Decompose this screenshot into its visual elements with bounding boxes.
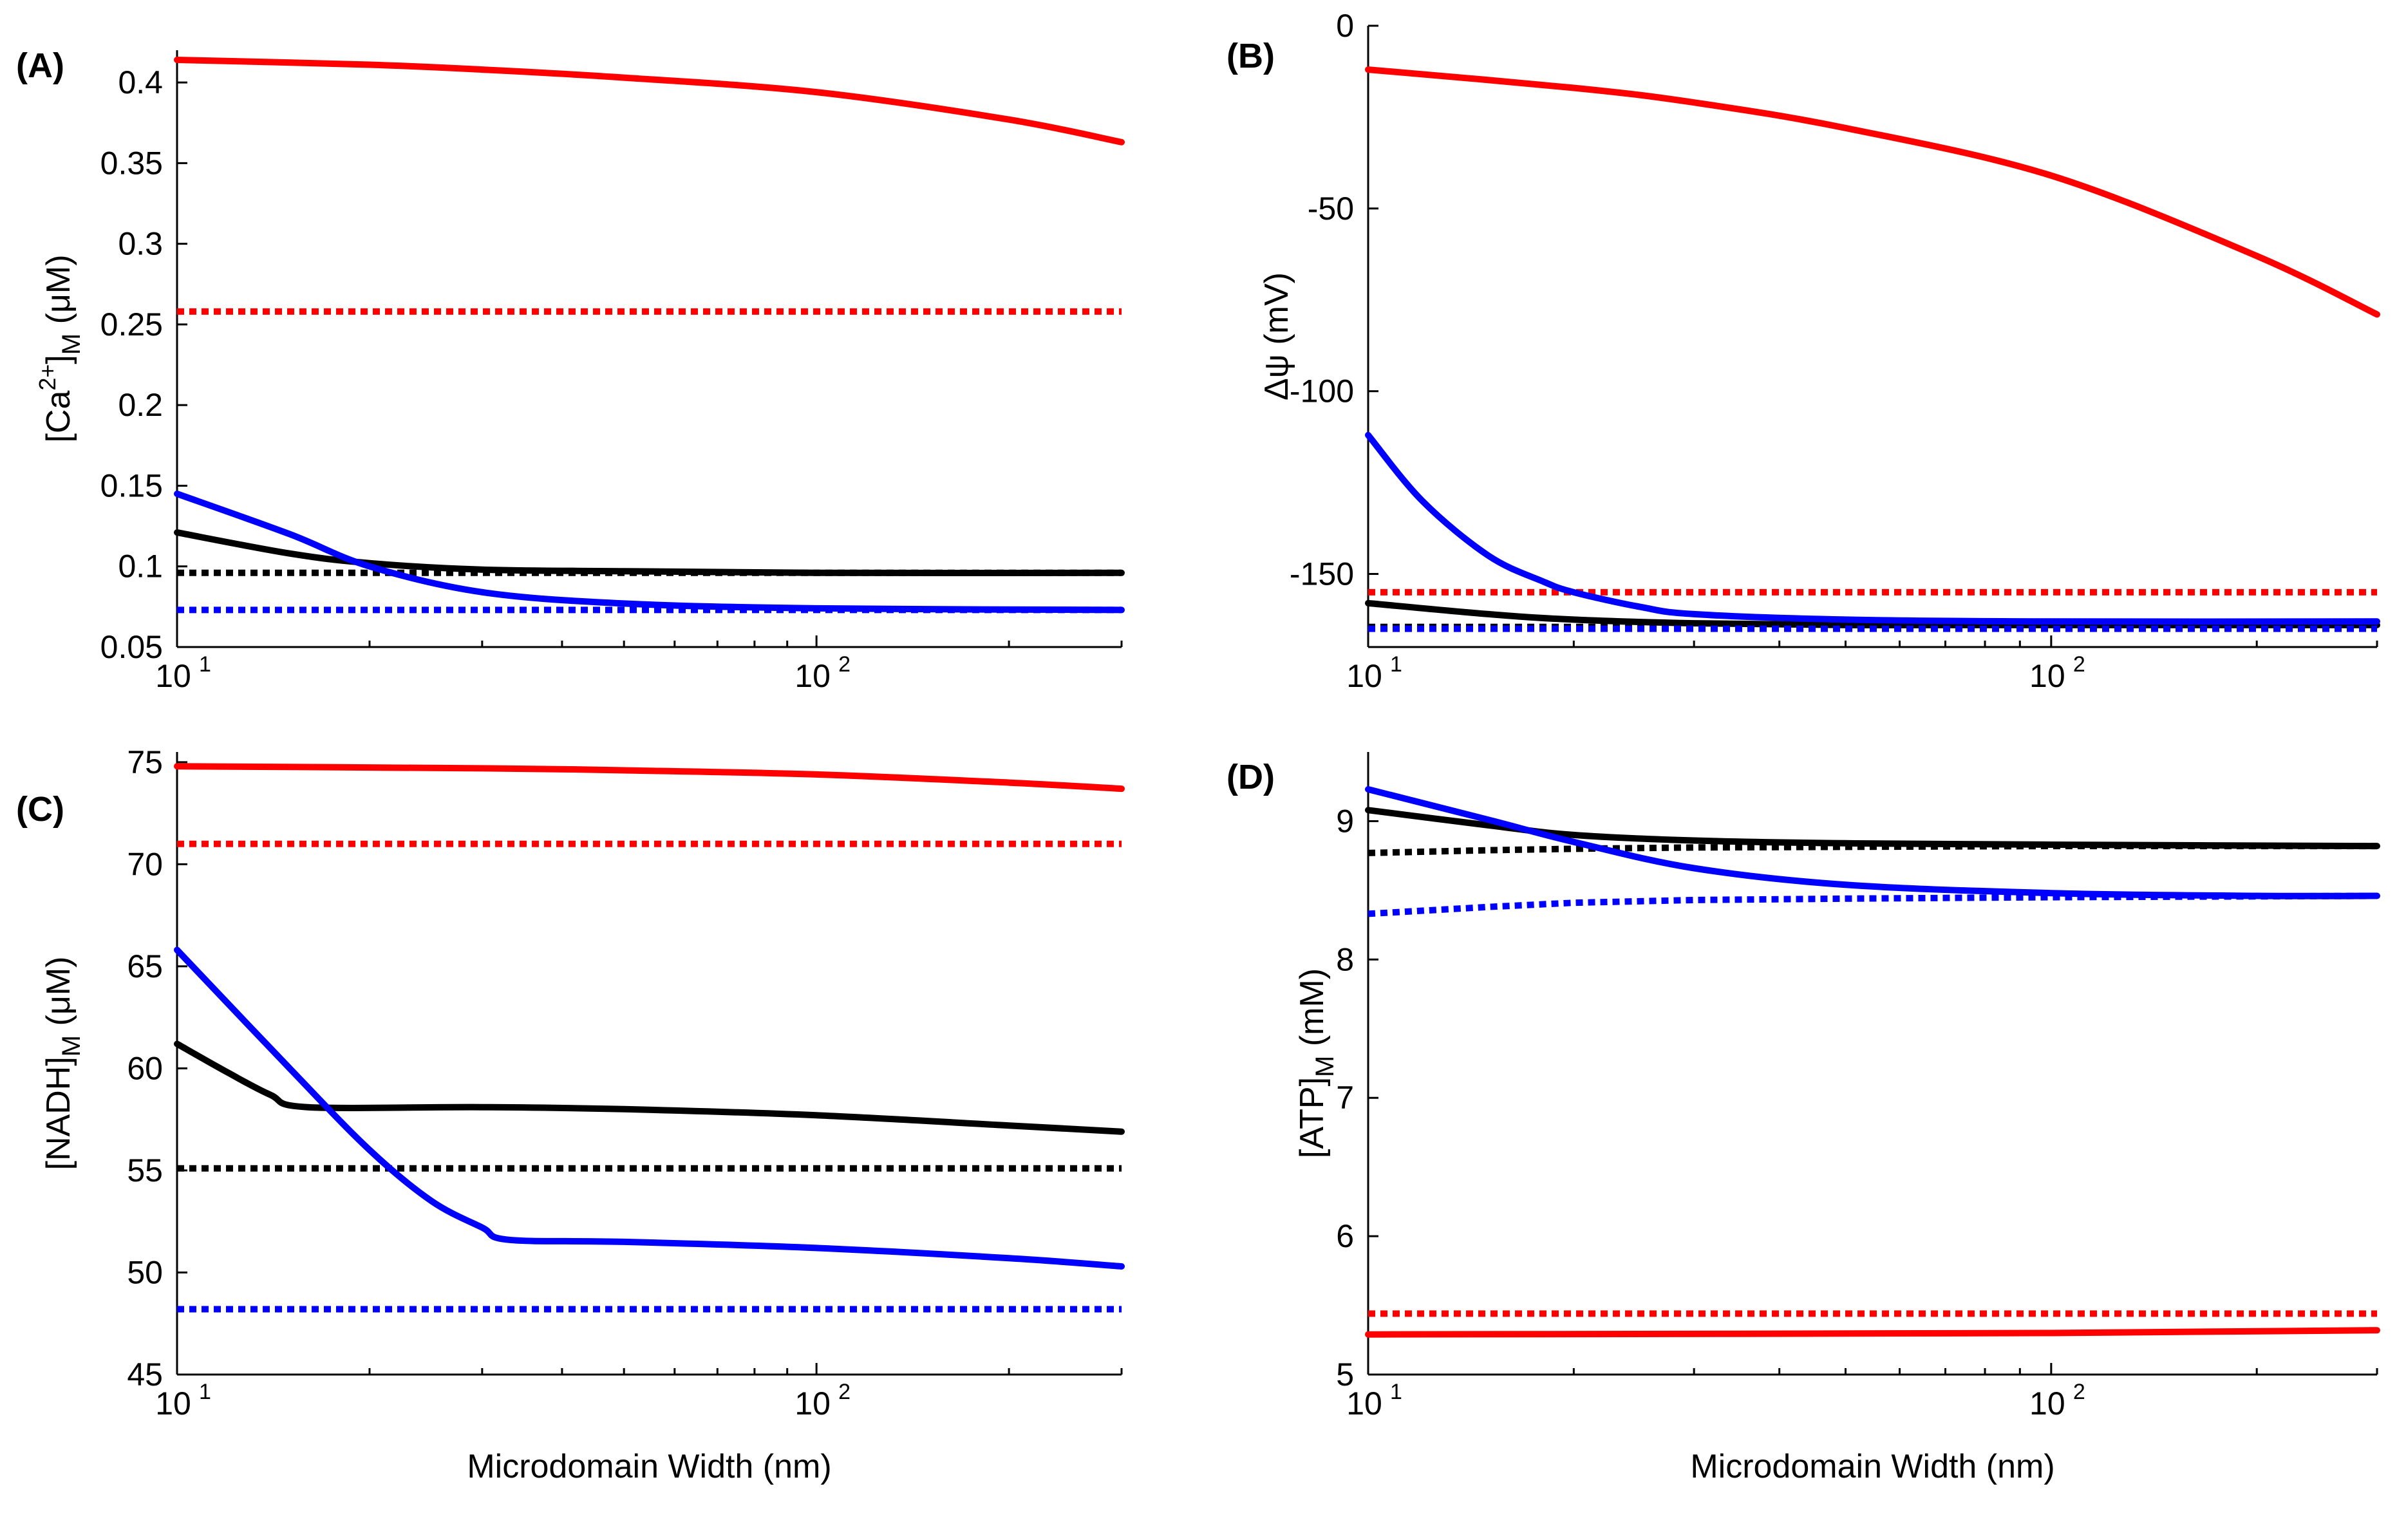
x-tick-exponent: 1	[1390, 1380, 1402, 1404]
y-tick-label: 45	[127, 1357, 163, 1393]
y-axis-title: [ATP]M (mM)	[1293, 968, 1339, 1158]
y-axis-title: [Ca2+]M (μM)	[34, 254, 86, 442]
x-tick-exponent: 1	[199, 652, 211, 677]
x-tick-label: 10	[2029, 658, 2065, 694]
x-tick-label: 10	[155, 658, 191, 694]
y-tick-label: -100	[1290, 373, 1354, 409]
y-tick-label: -150	[1290, 556, 1354, 592]
x-tick-label: 10	[155, 1385, 191, 1422]
y-tick-label: 75	[127, 744, 163, 780]
y-tick-label: 0.25	[100, 306, 163, 343]
y-tick-label: 50	[127, 1254, 163, 1290]
series-line-solid	[1365, 431, 2380, 625]
y-tick-label: 0.4	[118, 64, 163, 100]
x-tick-label: 10	[2029, 1385, 2065, 1422]
x-tick-label: 10	[794, 658, 831, 694]
y-tick-label: 9	[1336, 803, 1354, 839]
x-tick-label: 10	[1346, 658, 1382, 694]
y-tick-label: 55	[127, 1152, 163, 1188]
x-tick-exponent: 1	[199, 1380, 211, 1404]
y-tick-label: 0.05	[100, 629, 163, 665]
y-tick-label: 8	[1336, 941, 1354, 977]
series-line-solid	[174, 1040, 1125, 1135]
panel-c: 45 50 55 60 65 70 75 10 1 10 2 (C) [NADH]M (μM) Micro…	[16, 744, 1125, 1485]
y-tick-label: 7	[1336, 1080, 1354, 1116]
x-tick-exponent: 2	[2073, 1380, 2085, 1404]
y-tick-label: 0	[1336, 8, 1354, 44]
y-tick-label: 6	[1336, 1218, 1354, 1254]
x-tick-exponent: 2	[838, 652, 851, 677]
panel-b: 0 -50 -100 -150 10 1 10 2 (B) Δψ (mV)	[1227, 8, 2380, 694]
x-axis-title: Microdomain Width (nm)	[467, 1448, 831, 1485]
x-tick-exponent: 2	[2073, 652, 2085, 677]
y-tick-label: 70	[127, 846, 163, 882]
y-tick-label: 65	[127, 948, 163, 984]
series-line-solid	[174, 491, 1125, 614]
x-tick-exponent: 2	[838, 1380, 851, 1404]
panel-letter: (C)	[16, 790, 64, 829]
series-line-solid	[174, 763, 1125, 793]
x-tick-exponent: 1	[1390, 652, 1402, 677]
y-tick-label: 60	[127, 1050, 163, 1086]
x-tick-label: 10	[794, 1385, 831, 1422]
x-axis-title: Microdomain Width (nm)	[1690, 1448, 2054, 1485]
panel-letter: (D)	[1227, 758, 1275, 796]
panel-d: 5 6 7 8 9 10 1 10 2 (D) [ATP]M (mM) Microdomain Wid…	[1227, 752, 2380, 1485]
y-tick-label: 0.15	[100, 467, 163, 503]
panel-letter: (A)	[16, 46, 64, 85]
series-line-solid	[1365, 66, 2380, 318]
y-axis-title: Δψ (mV)	[1258, 272, 1295, 400]
y-tick-label: 5	[1336, 1357, 1354, 1393]
x-tick-label: 10	[1346, 1385, 1382, 1422]
y-tick-label: -50	[1308, 191, 1354, 227]
series-line-solid	[174, 57, 1125, 146]
series-line-dotted	[1368, 892, 2378, 917]
series-line-solid	[1365, 1327, 2380, 1338]
panel-a: 0.05 0.1 0.15 0.2 0.25 0.3 0.35 0.4 10 1 10 2 (A) [Ca…	[16, 46, 1125, 694]
y-axis-title: [NADH]M (μM)	[40, 957, 86, 1170]
y-tick-label: 0.2	[118, 387, 163, 423]
series-line-solid	[174, 946, 1125, 1270]
y-tick-label: 0.35	[100, 145, 163, 181]
y-tick-label: 0.3	[118, 226, 163, 262]
y-tick-label: 0.1	[118, 549, 163, 585]
series-line-dotted	[1368, 843, 2377, 856]
panel-letter: (B)	[1227, 37, 1275, 75]
series-line-solid	[174, 529, 1125, 576]
